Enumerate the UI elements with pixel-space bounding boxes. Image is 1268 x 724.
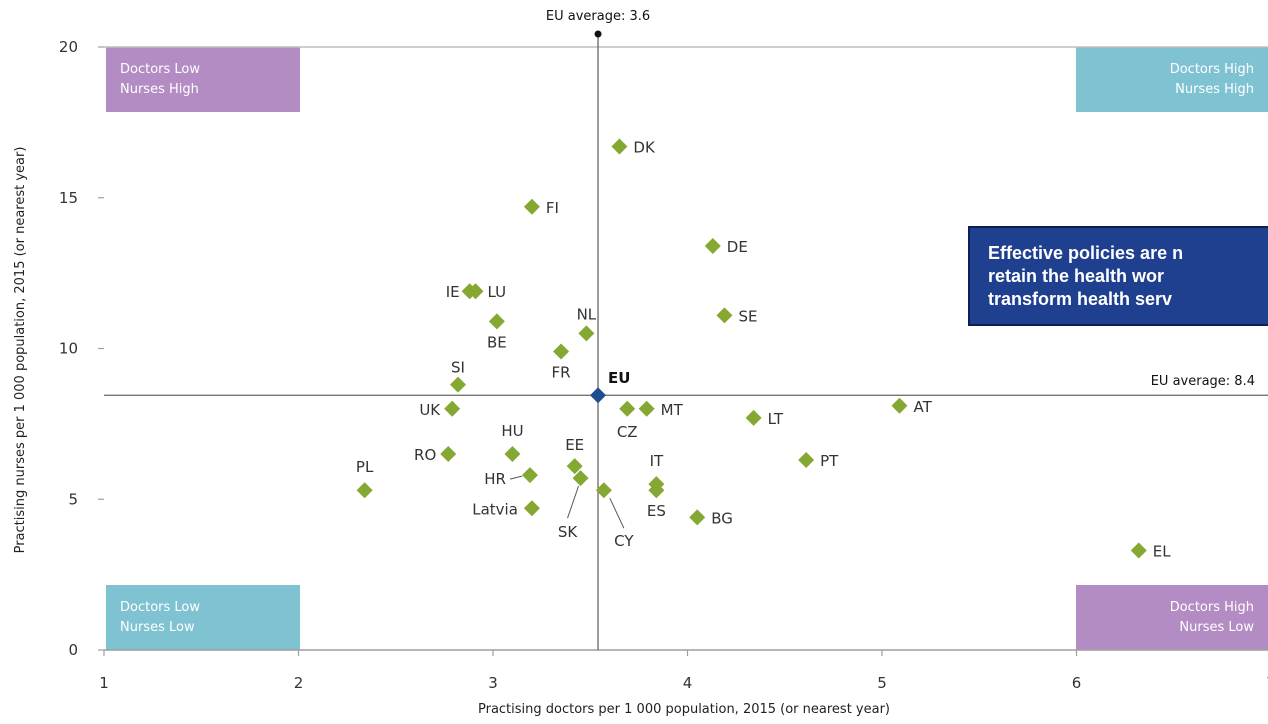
quadrant-label-line1: Doctors High (1170, 62, 1254, 77)
point-fi (523, 198, 540, 215)
quadrant-box-2 (1076, 47, 1268, 112)
x-tick-label: 6 (1072, 674, 1082, 692)
leader-line-cy (609, 497, 625, 529)
point-eu (590, 387, 607, 404)
quadrant-label-line1: Doctors Low (120, 600, 200, 615)
point-label-dk: DK (633, 138, 656, 156)
point-label-at: AT (914, 398, 933, 416)
quadrant-boxes: Doctors Low Nurses High Doctors High Nurses… (106, 47, 1268, 650)
point-label-pt: PT (820, 452, 839, 470)
callout-line-3: transform health serv (988, 289, 1173, 309)
leader-line-sk (567, 485, 579, 519)
axes: 1 2 3 4 5 6 7 0 5 10 15 20 (59, 38, 1268, 692)
y-tick-label: 15 (59, 189, 78, 207)
point-se (716, 307, 733, 324)
point-label-es: ES (647, 502, 666, 520)
point-de (704, 237, 721, 254)
point-pl (356, 482, 373, 499)
eu-average-doctors-label: EU average: 3.6 (546, 9, 650, 24)
point-be (488, 313, 505, 330)
point-ee (566, 458, 583, 475)
point-uk (444, 400, 461, 417)
eu-average-lines: EU average: 3.6 EU average: 8.4 (104, 9, 1268, 650)
point-label-it: IT (650, 452, 664, 470)
point-hr (521, 467, 538, 484)
x-tick-label: 4 (683, 674, 693, 692)
point-label-pl: PL (356, 458, 374, 476)
point-label-be: BE (487, 333, 507, 351)
point-label-hu: HU (501, 422, 523, 440)
point-el (1130, 542, 1147, 559)
quadrant-label-line1: Doctors Low (120, 62, 200, 77)
data-points: DK FI DE IE LU SE BE NL FR SI UK CZ MT AT LT HU RO PT EE HR… (356, 138, 1171, 561)
point-label-uk: UK (419, 401, 441, 419)
quadrant-label-line1: Doctors High (1170, 600, 1254, 615)
quadrant-box-4 (1076, 585, 1268, 650)
point-label-mt: MT (661, 401, 684, 419)
quadrant-label-line2: Nurses Low (120, 620, 195, 635)
point-sk (572, 470, 589, 487)
point-label-fr: FR (552, 364, 571, 382)
point-at (891, 397, 908, 414)
point-latvia (523, 500, 540, 517)
callout-line-1: Effective policies are n (988, 243, 1184, 263)
point-pt (798, 452, 815, 469)
x-tick-label: 1 (99, 674, 109, 692)
point-hu (504, 446, 521, 463)
point-bg (689, 509, 706, 526)
quadrant-box-1 (106, 47, 300, 112)
x-tick-label: 5 (877, 674, 887, 692)
point-label-fi: FI (546, 199, 559, 217)
point-lt (745, 409, 762, 426)
point-label-ro: RO (414, 446, 436, 464)
point-fr (553, 343, 570, 360)
point-cy (595, 482, 612, 499)
point-label-lu: LU (487, 283, 506, 301)
x-tick-label: 7 (1266, 674, 1268, 692)
point-nl (578, 325, 595, 342)
point-label-el: EL (1153, 543, 1171, 561)
point-si (449, 376, 466, 393)
point-cz (619, 400, 636, 417)
y-tick-label: 5 (68, 490, 78, 508)
x-tick-label: 2 (294, 674, 304, 692)
point-label-ee: EE (565, 436, 584, 454)
point-label-de: DE (727, 238, 748, 256)
y-tick-label: 0 (68, 641, 78, 659)
point-label-cy: CY (614, 532, 634, 550)
x-axis-title: Practising doctors per 1 000 population,… (478, 702, 890, 717)
point-ro (440, 446, 457, 463)
quadrant-box-3 (106, 585, 300, 650)
point-label-lt: LT (768, 410, 784, 428)
point-dk (611, 138, 628, 155)
point-label-ie: IE (446, 283, 460, 301)
point-label-nl: NL (577, 305, 597, 323)
point-label-se: SE (738, 307, 757, 325)
point-label-cz: CZ (617, 423, 638, 441)
callout-line-2: retain the health wor (988, 266, 1165, 286)
callout-box: Effective policies are n retain the heal… (968, 226, 1268, 326)
point-label-eu: EU (608, 369, 630, 387)
quadrant-label-line2: Nurses High (1175, 82, 1254, 97)
point-mt (638, 400, 655, 417)
eu-average-nurses-label: EU average: 8.4 (1151, 374, 1255, 389)
quadrant-label-line2: Nurses High (120, 82, 199, 97)
x-tick-label: 3 (488, 674, 498, 692)
y-axis-title: Practising nurses per 1 000 population, … (13, 147, 28, 554)
point-label-sk: SK (558, 523, 579, 541)
eu-average-doctors-dot (594, 30, 602, 38)
point-label-latvia: Latvia (472, 500, 518, 518)
y-tick-label: 10 (59, 340, 78, 358)
y-tick-label: 20 (59, 38, 78, 56)
point-es (648, 482, 665, 499)
leader-line-hr (509, 475, 523, 480)
quadrant-label-line2: Nurses Low (1179, 620, 1254, 635)
point-label-si: SI (451, 359, 465, 377)
point-lu (467, 283, 484, 300)
point-label-bg: BG (711, 509, 733, 527)
point-label-hr: HR (484, 470, 506, 488)
